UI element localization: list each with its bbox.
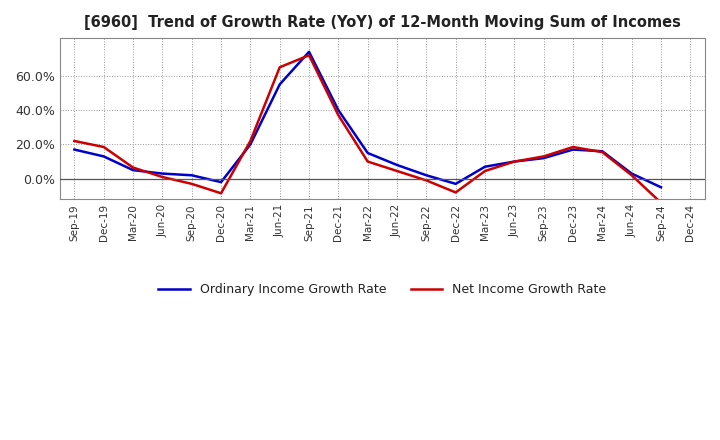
Net Income Growth Rate (187, 181, 196, 187)
Net Income Growth Rate (99, 144, 108, 150)
Title: [6960]  Trend of Growth Rate (YoY) of 12-Month Moving Sum of Incomes: [6960] Trend of Growth Rate (YoY) of 12-… (84, 15, 681, 30)
Ordinary Income Growth Rate (539, 155, 548, 161)
Net Income Growth Rate (129, 165, 138, 170)
Net Income Growth Rate (422, 178, 431, 183)
Net Income Growth Rate (392, 169, 401, 174)
Net Income Growth Rate (627, 172, 636, 178)
Ordinary Income Growth Rate (627, 171, 636, 176)
Net Income Growth Rate (481, 169, 490, 174)
Net Income Growth Rate (246, 138, 255, 143)
Ordinary Income Growth Rate (217, 180, 225, 185)
Ordinary Income Growth Rate (364, 150, 372, 156)
Net Income Growth Rate (275, 65, 284, 70)
Legend: Ordinary Income Growth Rate, Net Income Growth Rate: Ordinary Income Growth Rate, Net Income … (153, 278, 611, 301)
Line: Ordinary Income Growth Rate: Ordinary Income Growth Rate (74, 52, 661, 187)
Net Income Growth Rate (364, 159, 372, 164)
Net Income Growth Rate (217, 191, 225, 196)
Ordinary Income Growth Rate (305, 49, 313, 55)
Ordinary Income Growth Rate (598, 149, 607, 154)
Ordinary Income Growth Rate (246, 142, 255, 147)
Net Income Growth Rate (598, 150, 607, 155)
Ordinary Income Growth Rate (129, 168, 138, 173)
Ordinary Income Growth Rate (657, 185, 665, 190)
Net Income Growth Rate (539, 154, 548, 159)
Line: Net Income Growth Rate: Net Income Growth Rate (74, 55, 661, 203)
Ordinary Income Growth Rate (99, 154, 108, 159)
Ordinary Income Growth Rate (187, 172, 196, 178)
Net Income Growth Rate (451, 190, 460, 195)
Ordinary Income Growth Rate (569, 147, 577, 152)
Ordinary Income Growth Rate (275, 82, 284, 87)
Ordinary Income Growth Rate (158, 171, 167, 176)
Ordinary Income Growth Rate (334, 107, 343, 113)
Ordinary Income Growth Rate (510, 159, 518, 164)
Net Income Growth Rate (657, 200, 665, 205)
Net Income Growth Rate (569, 144, 577, 150)
Net Income Growth Rate (70, 138, 78, 143)
Ordinary Income Growth Rate (451, 181, 460, 187)
Ordinary Income Growth Rate (422, 172, 431, 178)
Net Income Growth Rate (158, 174, 167, 180)
Net Income Growth Rate (305, 53, 313, 58)
Net Income Growth Rate (510, 159, 518, 164)
Ordinary Income Growth Rate (481, 164, 490, 169)
Net Income Growth Rate (334, 113, 343, 118)
Ordinary Income Growth Rate (392, 162, 401, 168)
Ordinary Income Growth Rate (70, 147, 78, 152)
